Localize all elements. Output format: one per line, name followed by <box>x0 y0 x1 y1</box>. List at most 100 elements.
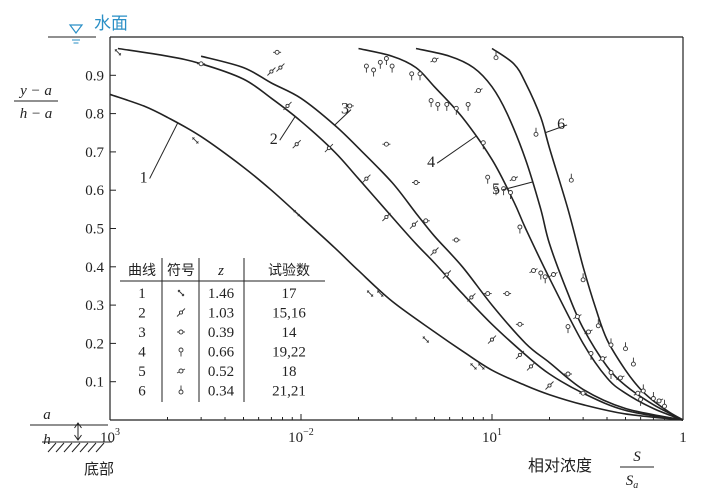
legend-row-symbol <box>177 289 185 297</box>
legend-row-tests: 19,22 <box>272 345 306 361</box>
marker-circle-5 <box>178 368 184 374</box>
observation-point-series-4 <box>409 71 415 81</box>
curve-label-4: 4 <box>427 154 435 171</box>
curve-6 <box>491 47 684 421</box>
marker-circle-4 <box>435 101 441 107</box>
marker-circle-4 <box>465 101 471 107</box>
observation-point-series-4 <box>508 190 513 199</box>
legend-header-symbol: 符号 <box>167 263 195 279</box>
marker-shape-1 <box>192 137 199 144</box>
y-tick-label: 0.9 <box>85 68 104 84</box>
marker-circle-6 <box>608 342 614 348</box>
y-tick-label: 0.8 <box>85 107 104 123</box>
observation-point-series-5 <box>584 329 593 335</box>
curve-label-3: 3 <box>341 101 349 118</box>
marker-circle-4 <box>493 186 499 192</box>
legend-row-z: 1.46 <box>208 286 235 302</box>
observation-point-series-1 <box>293 209 301 217</box>
observation-point-series-4 <box>465 101 471 111</box>
marker-dot-2 <box>411 222 416 227</box>
y-tick-label: 0.7 <box>85 145 104 161</box>
legend-row-z: 0.39 <box>208 325 234 341</box>
marker-circle-6 <box>595 323 601 329</box>
marker-circle-5 <box>586 329 591 335</box>
observation-point-series-1 <box>376 290 384 297</box>
observation-point-series-6 <box>533 127 539 137</box>
curve-label-leader-6 <box>544 124 568 134</box>
y-tick-label: 0.1 <box>85 375 104 391</box>
marker-dot-2 <box>547 383 552 388</box>
observation-point-series-1 <box>470 363 477 370</box>
marker-circle-3 <box>413 180 419 185</box>
marker-circle-6 <box>640 388 646 394</box>
marker-dot-2 <box>528 364 534 369</box>
marker-circle-4 <box>428 98 434 104</box>
bed-fraction-denominator: h <box>43 432 51 448</box>
marker-circle-4 <box>453 105 459 111</box>
bed-height-arrowheads-icon <box>74 422 82 441</box>
observation-point-series-2 <box>545 381 554 390</box>
y-axis-label-denominator: h − a <box>20 106 53 122</box>
marker-circle-3 <box>565 371 571 377</box>
observation-point-series-4 <box>480 140 486 150</box>
marker-dot-2 <box>517 352 522 357</box>
legend-row-tests: 18 <box>282 364 297 380</box>
observation-point-series-4 <box>538 270 544 280</box>
observation-point-series-2 <box>267 67 276 76</box>
observation-point-series-2 <box>430 247 439 256</box>
x-tick-label: 10−2 <box>288 427 314 446</box>
marker-circle-3 <box>580 390 586 396</box>
observation-point-series-1 <box>478 363 485 370</box>
marker-circle-4 <box>485 174 491 180</box>
observation-point-series-5 <box>573 314 582 320</box>
marker-shape-1 <box>422 336 430 343</box>
legend-row-curve: 6 <box>138 384 146 400</box>
water-surface-label: 水面 <box>94 14 128 34</box>
observation-points <box>114 48 667 409</box>
y-tick-label: 0.3 <box>85 298 104 314</box>
observation-point-series-4 <box>501 186 507 196</box>
observation-point-series-1 <box>114 48 122 56</box>
marker-circle-5 <box>432 57 437 63</box>
legend-row-curve: 4 <box>138 345 146 361</box>
marker-circle-6 <box>630 361 636 367</box>
marker-circle-4 <box>444 101 450 107</box>
y-tick-label: 0.6 <box>85 183 104 199</box>
observation-point-series-5 <box>616 375 625 381</box>
legend-row-z: 0.66 <box>208 345 235 361</box>
marker-circle-3 <box>485 291 491 297</box>
marker-circle-5 <box>551 272 556 277</box>
observation-point-series-3 <box>382 141 391 147</box>
bed-marker: a h 底部 <box>30 407 114 478</box>
curve-label-2: 2 <box>270 131 278 148</box>
legend-row-curve: 2 <box>138 306 146 322</box>
observation-point-series-2 <box>442 270 452 279</box>
observation-point-series-2 <box>324 143 334 153</box>
observation-point-series-4 <box>417 71 423 81</box>
marker-shape-1 <box>114 48 122 56</box>
observation-point-series-4 <box>428 98 434 108</box>
y-axis-label-numerator: y − a <box>18 83 52 99</box>
marker-circle-4 <box>363 63 369 69</box>
curve-5 <box>415 47 684 421</box>
marker-circle-4 <box>389 63 395 69</box>
marker-circle-6 <box>533 131 539 137</box>
marker-circle-5 <box>656 398 662 404</box>
x-tick-label: 1 <box>679 430 687 446</box>
legend-row-symbol <box>177 329 185 335</box>
observation-point-series-6 <box>595 319 601 329</box>
marker-circle-4 <box>371 67 377 73</box>
observation-point-series-6 <box>650 392 656 401</box>
x-ticks: 103 10−2 101 1 <box>100 414 687 446</box>
observation-point-series-2 <box>276 63 285 72</box>
curve-label-leader-2 <box>279 116 296 141</box>
observation-point-series-4 <box>371 67 377 77</box>
marker-dot-2 <box>469 295 474 300</box>
marker-circle-3 <box>347 103 353 109</box>
observation-point-series-5 <box>529 268 538 274</box>
observation-point-series-4 <box>453 105 459 115</box>
marker-shape-1 <box>366 290 374 297</box>
observation-point-series-4 <box>608 370 614 379</box>
legend-row-z: 1.03 <box>208 306 234 322</box>
observation-point-series-3 <box>273 49 282 55</box>
